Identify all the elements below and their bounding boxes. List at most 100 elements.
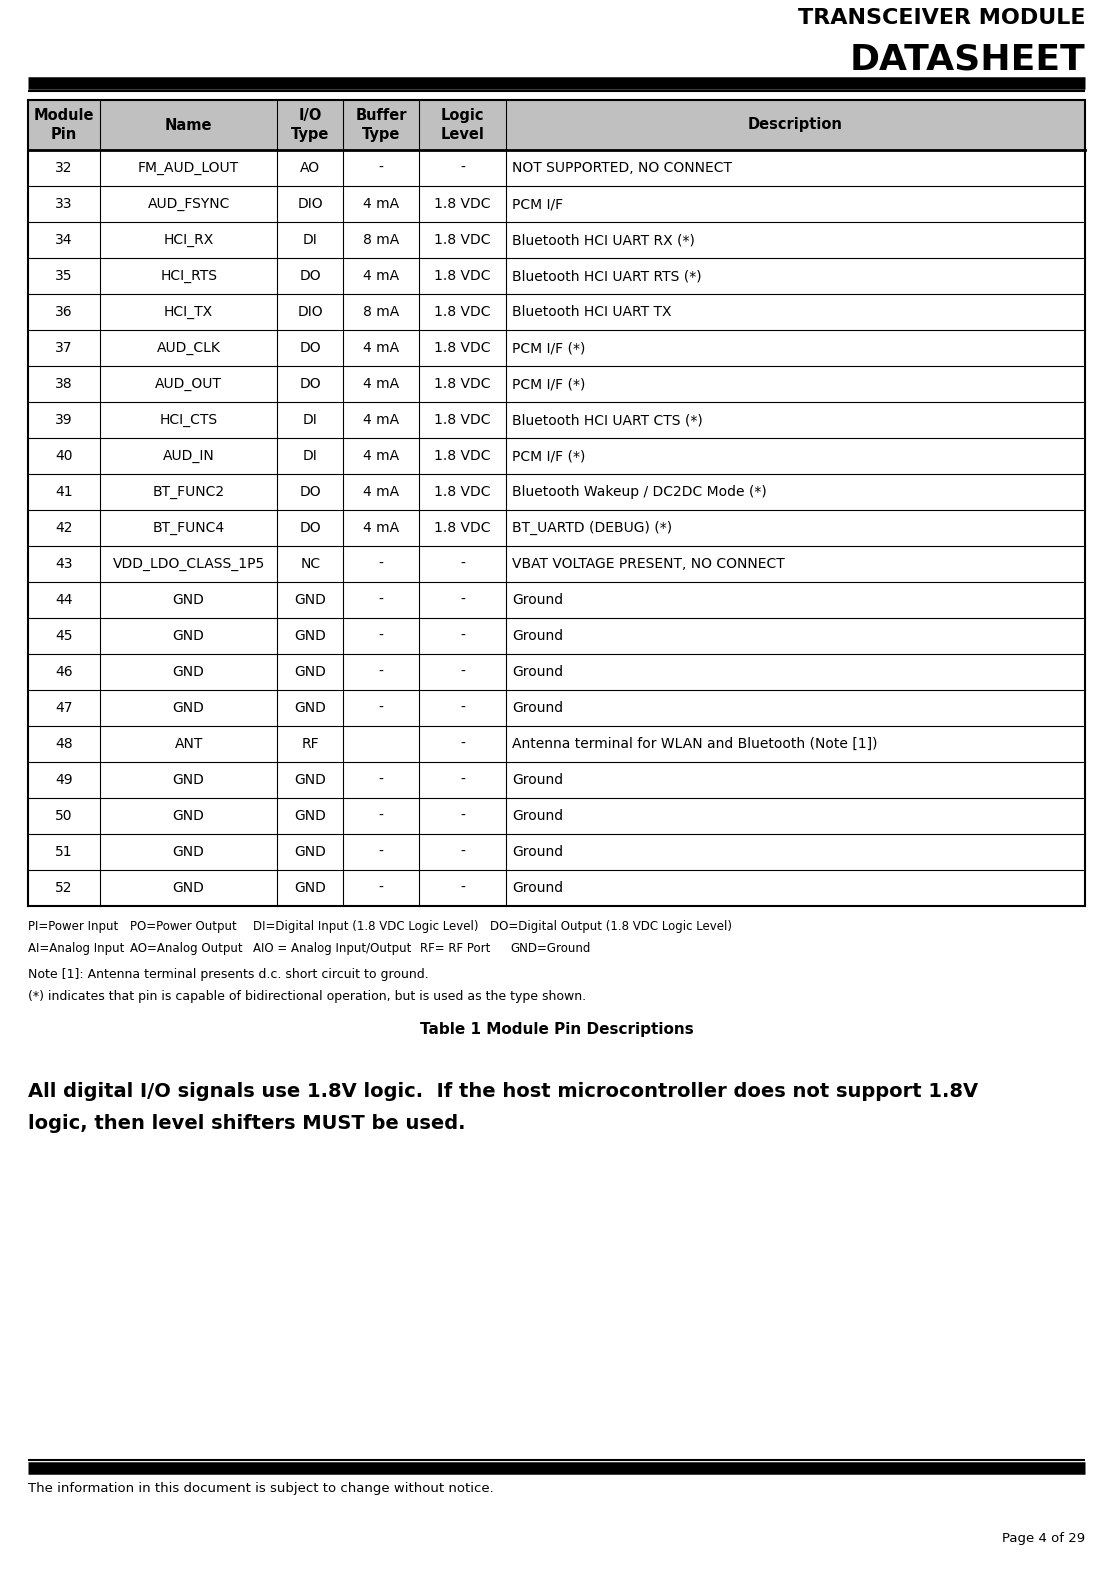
- Text: GND: GND: [294, 593, 326, 607]
- Bar: [28, 726, 1085, 763]
- Text: -: -: [460, 774, 465, 788]
- Text: -: -: [460, 629, 465, 643]
- Text: DI: DI: [303, 234, 317, 246]
- Text: Ground: Ground: [512, 774, 563, 788]
- Text: DO: DO: [299, 340, 321, 355]
- Text: 33: 33: [56, 198, 72, 210]
- Text: 4 mA: 4 mA: [363, 377, 400, 391]
- Text: (*) indicates that pin is capable of bidirectional operation, but is used as the: (*) indicates that pin is capable of bid…: [28, 990, 587, 1003]
- Text: PCM I/F (*): PCM I/F (*): [512, 340, 585, 355]
- Text: DO: DO: [299, 485, 321, 499]
- Text: ANT: ANT: [175, 737, 203, 752]
- Text: -: -: [378, 701, 384, 715]
- Text: DI: DI: [303, 413, 317, 427]
- Text: PCM I/F (*): PCM I/F (*): [512, 449, 585, 463]
- Bar: [28, 366, 1085, 402]
- Text: 1.8 VDC: 1.8 VDC: [434, 234, 491, 246]
- Bar: [28, 799, 1085, 835]
- Text: 34: 34: [56, 234, 72, 246]
- Text: -: -: [378, 593, 384, 607]
- Text: NC: NC: [301, 557, 321, 571]
- Text: 35: 35: [56, 268, 72, 282]
- Text: -: -: [460, 737, 465, 752]
- Text: 4 mA: 4 mA: [363, 198, 400, 210]
- Text: 1.8 VDC: 1.8 VDC: [434, 377, 491, 391]
- Text: -: -: [460, 162, 465, 176]
- Text: DIO: DIO: [297, 304, 323, 319]
- Text: GND: GND: [294, 665, 326, 679]
- Text: AUD_IN: AUD_IN: [162, 449, 215, 463]
- Text: 1.8 VDC: 1.8 VDC: [434, 198, 491, 210]
- Bar: [28, 257, 1085, 293]
- Text: 1.8 VDC: 1.8 VDC: [434, 449, 491, 463]
- Text: HCI_TX: HCI_TX: [164, 304, 214, 319]
- Text: -: -: [378, 162, 384, 176]
- Text: Bluetooth HCI UART RTS (*): Bluetooth HCI UART RTS (*): [512, 268, 701, 282]
- Text: Ground: Ground: [512, 629, 563, 643]
- Text: Logic
Level: Logic Level: [441, 108, 484, 141]
- Text: 1.8 VDC: 1.8 VDC: [434, 485, 491, 499]
- Text: 4 mA: 4 mA: [363, 521, 400, 535]
- Text: -: -: [378, 665, 384, 679]
- Text: -: -: [460, 557, 465, 571]
- Text: Ground: Ground: [512, 846, 563, 858]
- Text: Bluetooth HCI UART CTS (*): Bluetooth HCI UART CTS (*): [512, 413, 702, 427]
- Text: 32: 32: [56, 162, 72, 176]
- Bar: [28, 654, 1085, 690]
- Text: Bluetooth Wakeup / DC2DC Mode (*): Bluetooth Wakeup / DC2DC Mode (*): [512, 485, 767, 499]
- Text: 36: 36: [56, 304, 72, 319]
- Text: BT_FUNC2: BT_FUNC2: [152, 485, 225, 499]
- Text: GND: GND: [173, 593, 205, 607]
- Text: PCM I/F: PCM I/F: [512, 198, 563, 210]
- Text: Ground: Ground: [512, 593, 563, 607]
- Text: GND: GND: [173, 846, 205, 858]
- Bar: [28, 329, 1085, 366]
- Text: AO=Analog Output: AO=Analog Output: [130, 941, 243, 956]
- Text: Ground: Ground: [512, 701, 563, 715]
- Text: GND: GND: [294, 882, 326, 894]
- Text: 4 mA: 4 mA: [363, 485, 400, 499]
- Bar: [28, 690, 1085, 726]
- Text: HCI_RX: HCI_RX: [164, 234, 214, 246]
- Bar: [28, 869, 1085, 905]
- Text: -: -: [378, 629, 384, 643]
- Text: 48: 48: [56, 737, 72, 752]
- Text: logic, then level shifters MUST be used.: logic, then level shifters MUST be used.: [28, 1114, 465, 1133]
- Bar: [28, 763, 1085, 799]
- Text: 49: 49: [56, 774, 72, 788]
- Text: 1.8 VDC: 1.8 VDC: [434, 413, 491, 427]
- Text: 44: 44: [56, 593, 72, 607]
- Text: -: -: [378, 810, 384, 824]
- Bar: [28, 546, 1085, 582]
- Text: TRANSCEIVER MODULE: TRANSCEIVER MODULE: [798, 8, 1085, 28]
- Text: -: -: [378, 774, 384, 788]
- Text: Bluetooth HCI UART RX (*): Bluetooth HCI UART RX (*): [512, 234, 695, 246]
- Text: DO: DO: [299, 521, 321, 535]
- Bar: [28, 582, 1085, 618]
- Bar: [28, 187, 1085, 221]
- Text: GND: GND: [173, 774, 205, 788]
- Text: Name: Name: [165, 118, 213, 132]
- Text: 4 mA: 4 mA: [363, 449, 400, 463]
- Text: -: -: [378, 846, 384, 858]
- Text: Ground: Ground: [512, 665, 563, 679]
- Bar: [28, 402, 1085, 438]
- Text: 40: 40: [56, 449, 72, 463]
- Text: DATASHEET: DATASHEET: [849, 42, 1085, 75]
- Text: Description: Description: [748, 118, 843, 132]
- Text: -: -: [378, 557, 384, 571]
- Text: 8 mA: 8 mA: [363, 304, 400, 319]
- Text: 51: 51: [56, 846, 72, 858]
- Text: AO: AO: [301, 162, 321, 176]
- Text: Note [1]: Antenna terminal presents d.c. short circuit to ground.: Note [1]: Antenna terminal presents d.c.…: [28, 968, 429, 981]
- Text: DO: DO: [299, 377, 321, 391]
- Text: GND: GND: [173, 629, 205, 643]
- Text: 1.8 VDC: 1.8 VDC: [434, 340, 491, 355]
- Text: NOT SUPPORTED, NO CONNECT: NOT SUPPORTED, NO CONNECT: [512, 162, 731, 176]
- Text: 4 mA: 4 mA: [363, 340, 400, 355]
- Text: Table 1 Module Pin Descriptions: Table 1 Module Pin Descriptions: [420, 1021, 693, 1037]
- Text: Buffer
Type: Buffer Type: [355, 108, 406, 141]
- Text: Ground: Ground: [512, 810, 563, 824]
- Text: GND: GND: [294, 810, 326, 824]
- Text: AUD_OUT: AUD_OUT: [155, 377, 223, 391]
